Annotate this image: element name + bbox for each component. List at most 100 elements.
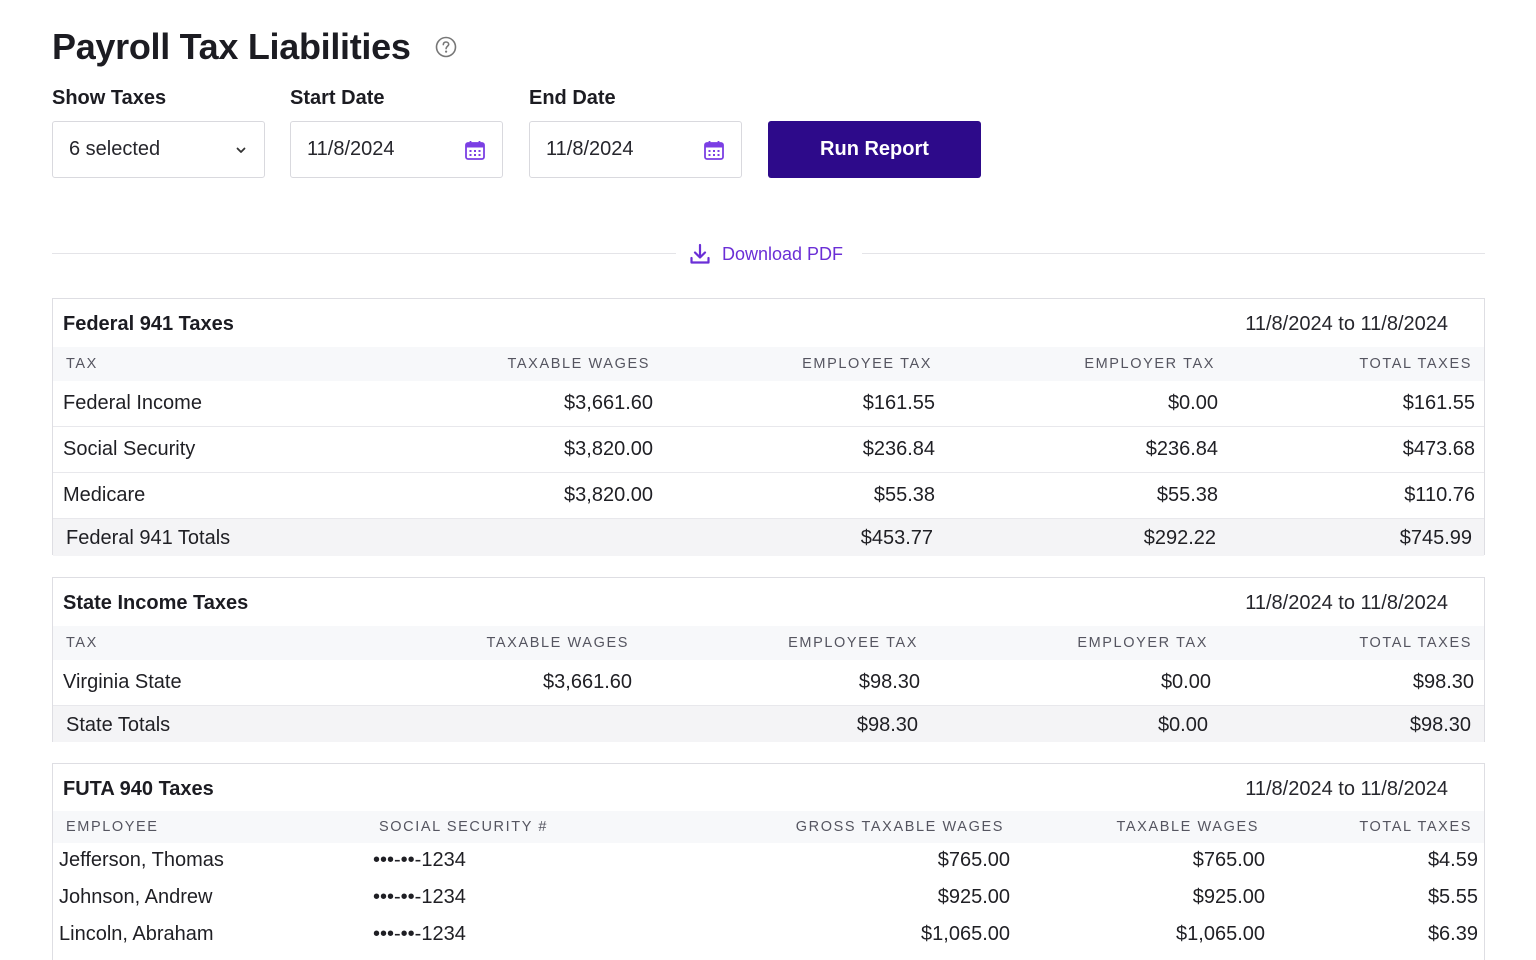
table-cell: $765.00 [937, 849, 1010, 871]
totals-label: State Totals [66, 714, 171, 736]
column-header: TAX [66, 635, 98, 651]
section-header: Federal 941 Taxes 11/8/2024 to 11/8/2024 [53, 299, 1484, 347]
table-row: Johnson, Andrew •••-••-1234 $925.00 $925… [53, 880, 1484, 917]
end-date-value: 11/8/2024 [546, 138, 634, 160]
divider-right [862, 253, 1485, 254]
table-cell: $1,065.00 [1176, 923, 1265, 945]
table-cell: Johnson, Andrew [59, 886, 213, 908]
table-cell: $473.68 [1402, 438, 1475, 460]
section-title: FUTA 940 Taxes [63, 778, 214, 800]
section-header: FUTA 940 Taxes 11/8/2024 to 11/8/2024 [53, 764, 1484, 811]
column-header: TAXABLE WAGES [486, 635, 629, 651]
question-circle-icon[interactable] [435, 36, 457, 58]
table-cell: Jefferson, Thomas [59, 849, 224, 871]
table-cell: $925.00 [1192, 886, 1265, 908]
download-icon [688, 242, 712, 266]
column-header: TAX [66, 356, 98, 372]
table-cell: $925.00 [937, 886, 1010, 908]
table-cell: $6.39 [1427, 923, 1478, 945]
date-range: 11/8/2024 to 11/8/2024 [1245, 313, 1448, 335]
totals-row: Federal 941 Totals $453.77 $292.22 $745.… [53, 519, 1484, 556]
divider-left [52, 253, 676, 254]
show-taxes-label: Show Taxes [52, 87, 167, 109]
table-cell: $292.22 [1143, 527, 1216, 549]
calendar-icon[interactable] [703, 139, 725, 161]
table-cell: $765.00 [1192, 849, 1265, 871]
section-title: State Income Taxes [63, 592, 249, 614]
table-cell: $0.00 [1167, 392, 1218, 414]
column-header: TAXABLE WAGES [1116, 819, 1259, 835]
table-cell: $161.55 [1402, 392, 1475, 414]
column-header: EMPLOYEE TAX [802, 356, 932, 372]
run-report-button[interactable]: Run Report [768, 121, 981, 178]
page-title: Payroll Tax Liabilities [52, 26, 411, 67]
column-header: TOTAL TAXES [1359, 356, 1472, 372]
section-title: Federal 941 Taxes [63, 313, 234, 335]
start-date-input[interactable]: 11/8/2024 [290, 121, 503, 178]
column-header: TOTAL TAXES [1359, 635, 1472, 651]
table-cell: $3,820.00 [564, 438, 653, 460]
column-header: EMPLOYER TAX [1084, 356, 1215, 372]
table-row: Virginia State $3,661.60 $98.30 $0.00 $9… [53, 660, 1484, 706]
table-cell: •••-••-1234 [373, 886, 466, 908]
title-row: Payroll Tax Liabilities [52, 26, 457, 68]
date-range: 11/8/2024 to 11/8/2024 [1245, 778, 1448, 800]
column-header: EMPLOYER TAX [1077, 635, 1208, 651]
table-cell: •••-••-1234 [373, 923, 466, 945]
table-cell: Medicare [63, 484, 146, 506]
table-row: Medicare $3,820.00 $55.38 $55.38 $110.76 [53, 473, 1484, 519]
table-row: Social Security $3,820.00 $236.84 $236.8… [53, 427, 1484, 473]
table-cell: $0.00 [1157, 714, 1208, 736]
table-cell: $0.00 [1160, 671, 1211, 693]
column-header: TOTAL TAXES [1359, 819, 1472, 835]
table-cell: $4.59 [1427, 849, 1478, 871]
column-header-row: EMPLOYEE SOCIAL SECURITY # GROSS TAXABLE… [53, 811, 1484, 843]
column-header: SOCIAL SECURITY # [379, 819, 549, 835]
table-cell: •••-••-1234 [373, 849, 466, 871]
column-header-row: TAX TAXABLE WAGES EMPLOYEE TAX EMPLOYER … [53, 347, 1484, 381]
table-cell: $98.30 [856, 714, 918, 736]
table-cell: $1,065.00 [921, 923, 1010, 945]
totals-label: Federal 941 Totals [66, 527, 231, 549]
table-cell: $453.77 [860, 527, 933, 549]
show-taxes-value: 6 selected [69, 138, 161, 160]
column-header: TAXABLE WAGES [507, 356, 650, 372]
download-pdf-label: Download PDF [722, 243, 844, 264]
end-date-label: End Date [529, 87, 616, 109]
column-header-row: TAX TAXABLE WAGES EMPLOYEE TAX EMPLOYER … [53, 626, 1484, 660]
start-date-value: 11/8/2024 [307, 138, 395, 160]
table-cell: $3,661.60 [543, 671, 632, 693]
table-cell: $3,820.00 [564, 484, 653, 506]
column-header: GROSS TAXABLE WAGES [795, 819, 1004, 835]
table-cell: $161.55 [862, 392, 935, 414]
table-row: Federal Income $3,661.60 $161.55 $0.00 $… [53, 381, 1484, 427]
table-cell: $236.84 [862, 438, 935, 460]
start-date-label: Start Date [290, 87, 385, 109]
section-header: State Income Taxes 11/8/2024 to 11/8/202… [53, 578, 1484, 626]
table-cell: $98.30 [858, 671, 920, 693]
download-pdf-link[interactable]: Download PDF [688, 240, 843, 268]
table-cell: $98.30 [1409, 714, 1471, 736]
table-cell: Lincoln, Abraham [59, 923, 214, 945]
table-cell: $5.55 [1427, 886, 1478, 908]
table-cell: $110.76 [1404, 484, 1475, 506]
futa-940-section: FUTA 940 Taxes 11/8/2024 to 11/8/2024 EM… [52, 763, 1485, 960]
table-row: Jefferson, Thomas •••-••-1234 $765.00 $7… [53, 843, 1484, 880]
date-range: 11/8/2024 to 11/8/2024 [1245, 592, 1448, 614]
column-header: EMPLOYEE [66, 819, 159, 835]
end-date-input[interactable]: 11/8/2024 [529, 121, 742, 178]
chevron-down-icon [234, 143, 248, 157]
show-taxes-select[interactable]: 6 selected [52, 121, 265, 178]
table-cell: Social Security [63, 438, 196, 460]
state-income-section: State Income Taxes 11/8/2024 to 11/8/202… [52, 577, 1485, 742]
column-header: EMPLOYEE TAX [788, 635, 918, 651]
federal-941-section: Federal 941 Taxes 11/8/2024 to 11/8/2024… [52, 298, 1485, 556]
table-cell: $55.38 [873, 484, 935, 506]
table-row: Lincoln, Abraham •••-••-1234 $1,065.00 $… [53, 917, 1484, 954]
table-cell: $745.99 [1399, 527, 1472, 549]
table-cell: $55.38 [1156, 484, 1218, 506]
table-cell: $3,661.60 [564, 392, 653, 414]
calendar-icon[interactable] [464, 139, 486, 161]
table-cell: $236.84 [1145, 438, 1218, 460]
